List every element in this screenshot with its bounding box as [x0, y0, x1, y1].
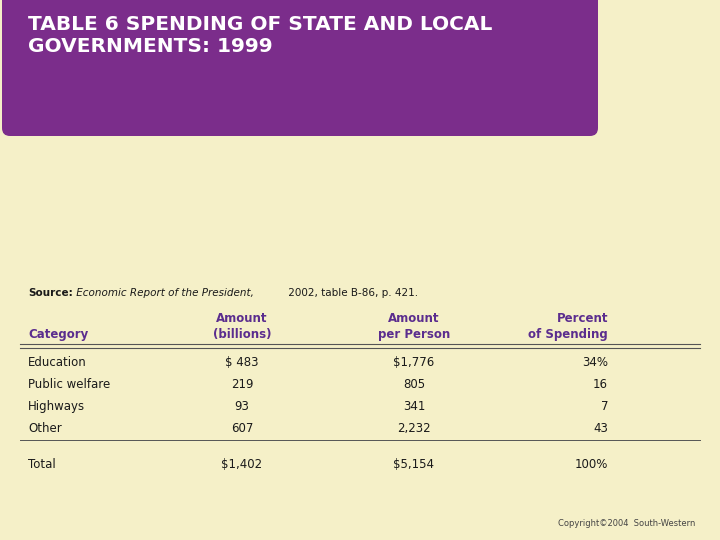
Text: 34%: 34%	[582, 356, 608, 369]
Text: 341: 341	[402, 400, 426, 413]
Text: Other: Other	[28, 422, 62, 435]
Text: 219: 219	[230, 378, 253, 391]
Text: Economic Report of the President,: Economic Report of the President,	[73, 288, 254, 298]
Text: (billions): (billions)	[212, 328, 271, 341]
Text: Amount: Amount	[216, 312, 268, 325]
Text: Percent: Percent	[557, 312, 608, 325]
Text: 2002, table B-86, p. 421.: 2002, table B-86, p. 421.	[285, 288, 418, 298]
Text: Highways: Highways	[28, 400, 85, 413]
Text: 43: 43	[593, 422, 608, 435]
Text: Category: Category	[28, 328, 89, 341]
Text: $1,776: $1,776	[393, 356, 435, 369]
Text: GOVERNMENTS: 1999: GOVERNMENTS: 1999	[28, 37, 273, 56]
Text: Education: Education	[28, 356, 86, 369]
Text: per Person: per Person	[378, 328, 450, 341]
Text: 100%: 100%	[575, 458, 608, 471]
Text: 93: 93	[235, 400, 249, 413]
Text: Public welfare: Public welfare	[28, 378, 110, 391]
Text: 2,232: 2,232	[397, 422, 431, 435]
Text: Total: Total	[28, 458, 55, 471]
Text: of Spending: of Spending	[528, 328, 608, 341]
Text: $ 483: $ 483	[225, 356, 258, 369]
Text: $5,154: $5,154	[394, 458, 434, 471]
Text: 7: 7	[600, 400, 608, 413]
Text: Source:: Source:	[28, 288, 73, 298]
Text: 607: 607	[231, 422, 253, 435]
Text: 16: 16	[593, 378, 608, 391]
Text: Copyright©2004  South-Western: Copyright©2004 South-Western	[557, 519, 695, 528]
Text: 805: 805	[403, 378, 425, 391]
FancyBboxPatch shape	[2, 0, 598, 136]
Text: Amount: Amount	[388, 312, 440, 325]
Text: $1,402: $1,402	[222, 458, 263, 471]
Text: TABLE 6 SPENDING OF STATE AND LOCAL: TABLE 6 SPENDING OF STATE AND LOCAL	[28, 15, 492, 34]
